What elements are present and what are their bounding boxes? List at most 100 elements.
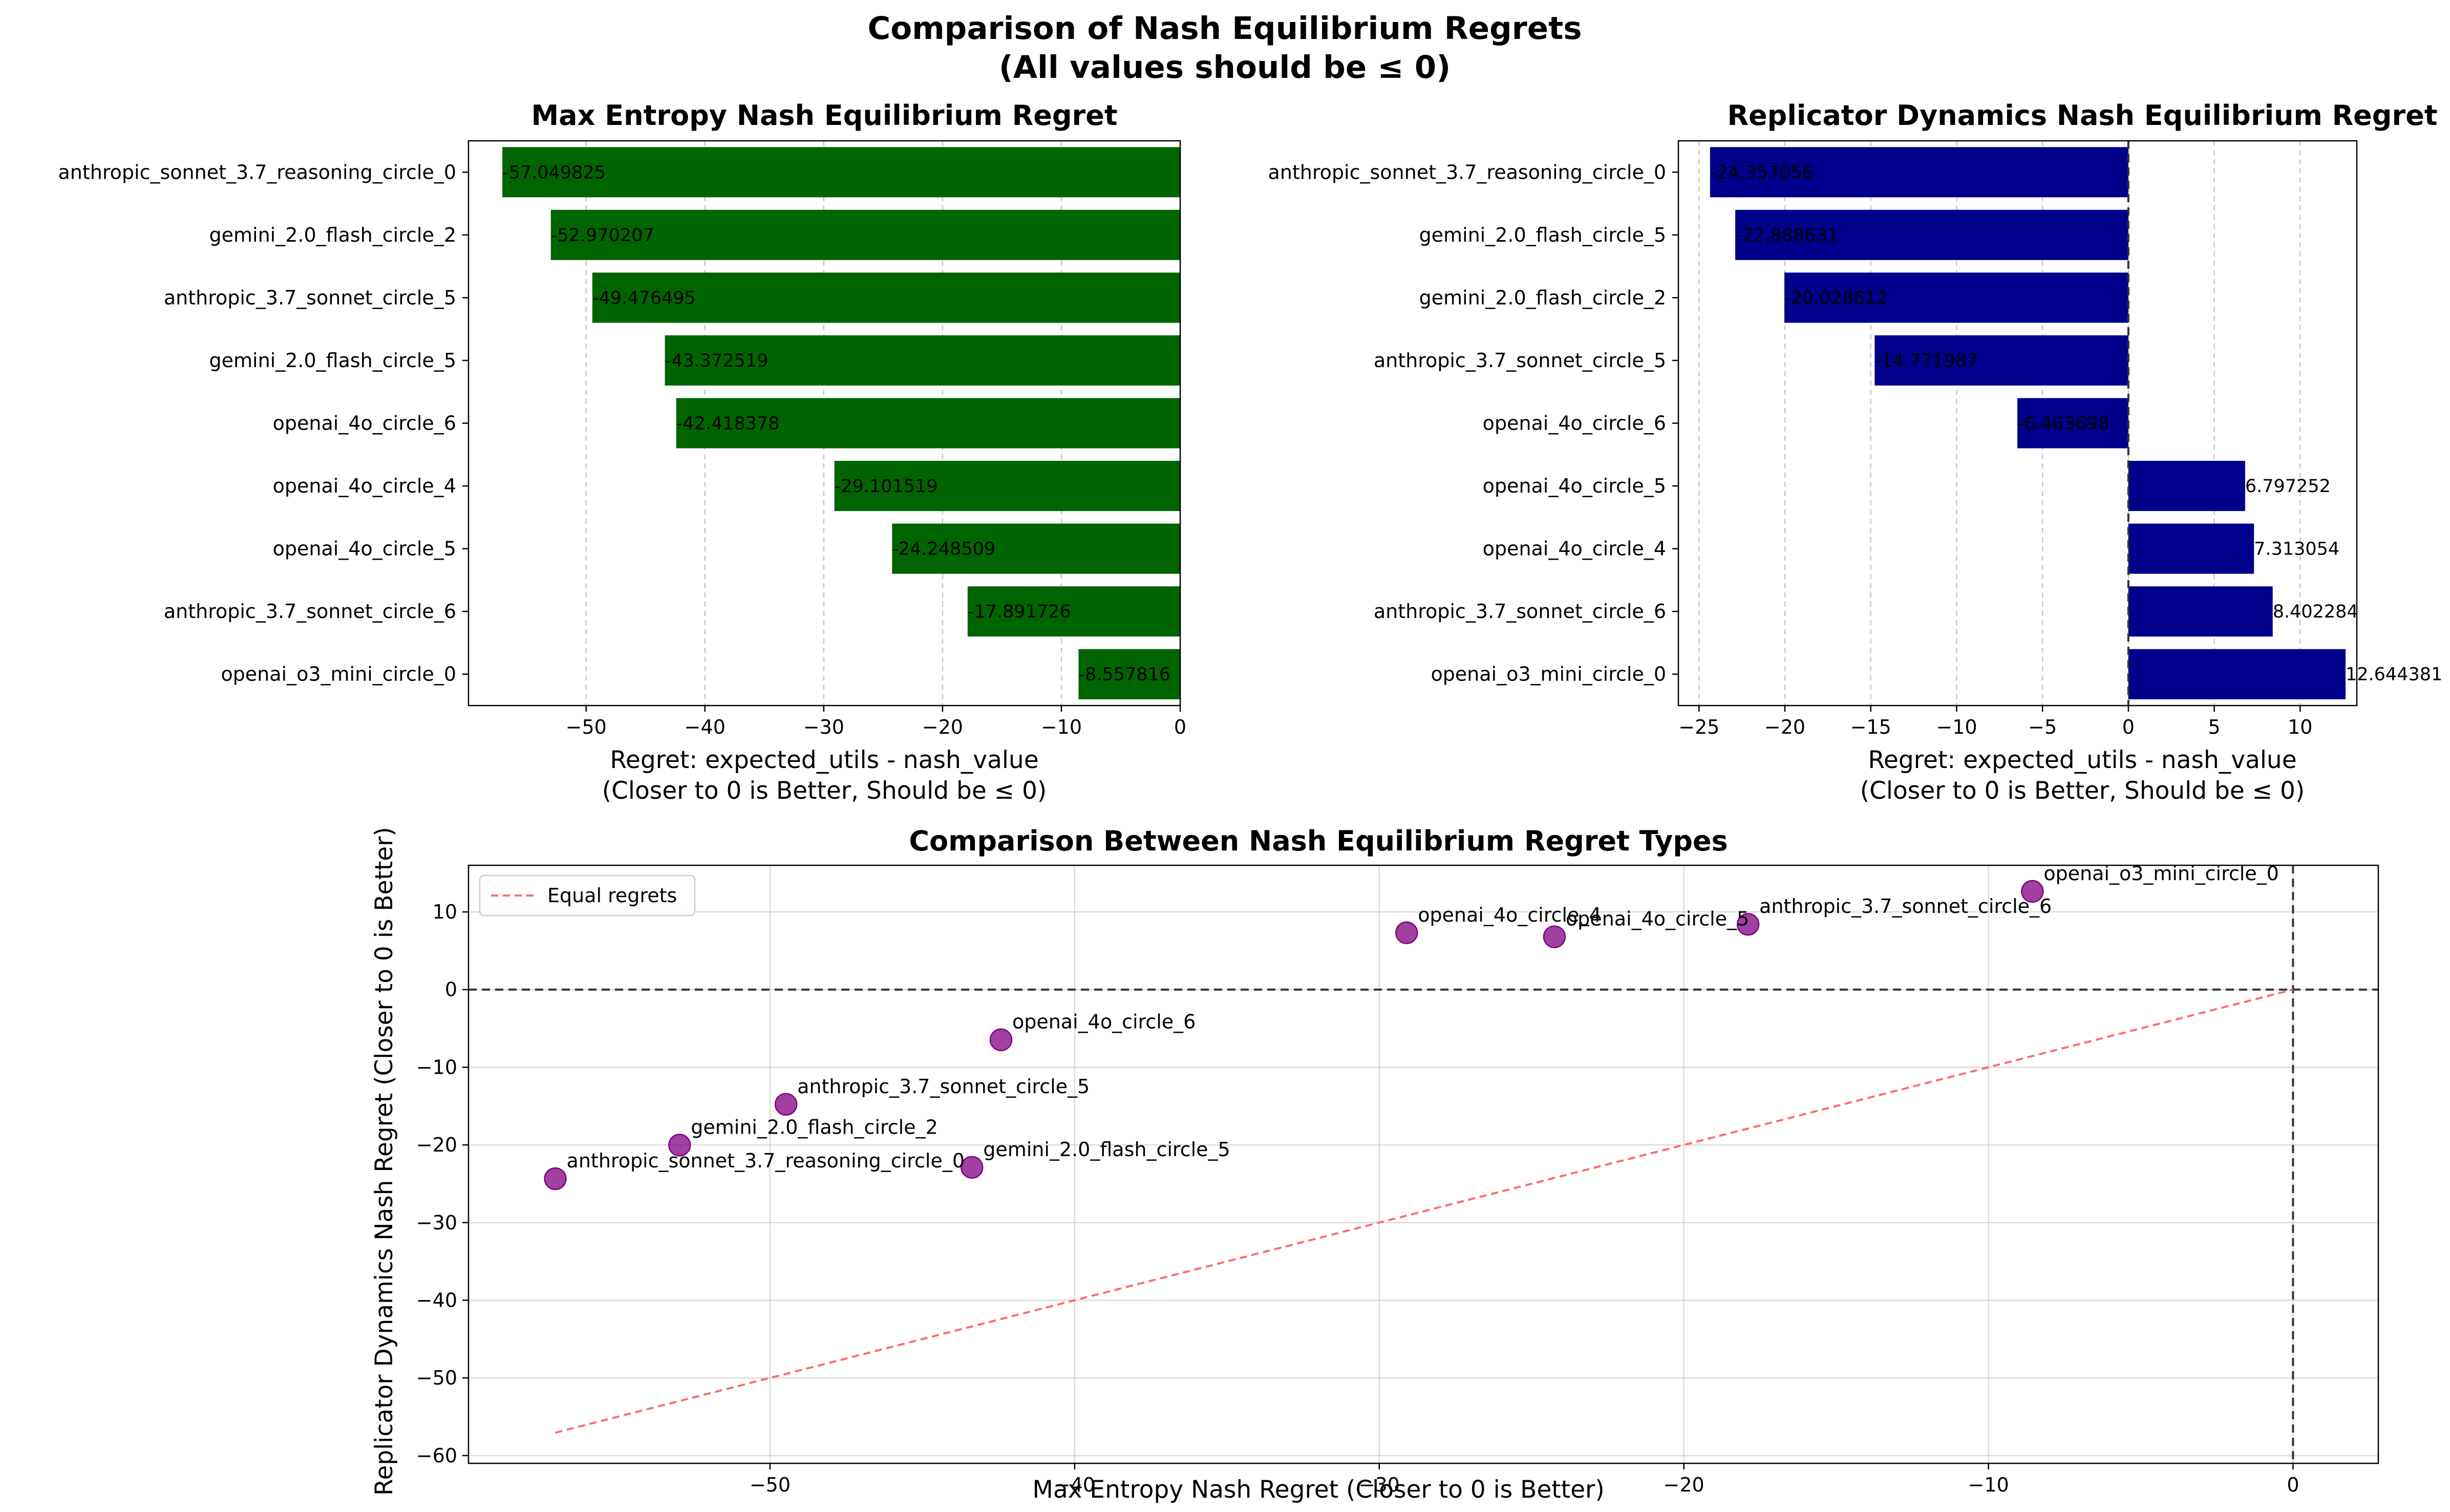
replicator-category-label: anthropic_sonnet_3.7_reasoning_circle_0	[1268, 161, 1666, 183]
replicator-title: Replicator Dynamics Nash Equilibrium Reg…	[1727, 99, 2437, 132]
max-entropy-category-label: anthropic_3.7_sonnet_circle_5	[164, 286, 456, 309]
replicator-bar	[1735, 209, 2128, 260]
scatter-point	[668, 1134, 691, 1157]
replicator-bar	[2128, 523, 2254, 574]
max-entropy-category-label: openai_4o_circle_6	[273, 412, 456, 435]
scatter-axes-frame	[467, 864, 2379, 1464]
max-entropy-bar	[592, 272, 1180, 323]
scatter-point	[1395, 921, 1418, 945]
replicator-value-label: 8.402284	[2273, 602, 2358, 622]
replicator-value-label: -14.771987	[1874, 351, 1978, 371]
regret-comparison-scatter: Comparison Between Nash Equilibrium Regr…	[370, 825, 2379, 1504]
max-entropy-value-label: -24.248509	[892, 539, 995, 560]
max-entropy-bar	[1078, 649, 1180, 699]
replicator-xtick-label: −10	[1936, 716, 1977, 738]
replicator-axes-frame	[1677, 140, 2358, 707]
max-entropy-bar	[550, 209, 1180, 260]
scatter-xtick-label: −50	[750, 1474, 791, 1496]
legend-label: Equal regrets	[547, 884, 677, 907]
scatter-ytick-label: −60	[416, 1444, 457, 1467]
replicator-xlabel-line2: (Closer to 0 is Better, Should be ≤ 0)	[1860, 777, 2305, 805]
scatter-xtick-label: 0	[2287, 1474, 2299, 1496]
scatter-ytick-label: −50	[416, 1367, 457, 1389]
max-entropy-xtick-label: −40	[685, 716, 726, 738]
scatter-point-label: openai_4o_circle_6	[1012, 1011, 1196, 1033]
max-entropy-xtick-label: 0	[1174, 716, 1186, 738]
scatter-point	[544, 1167, 567, 1190]
figure-title-line2: (All values should be ≤ 0)	[999, 49, 1451, 86]
max-entropy-bar	[967, 586, 1180, 637]
scatter-point-label: gemini_2.0_flash_circle_2	[691, 1116, 938, 1139]
replicator-category-label: gemini_2.0_flash_circle_2	[1419, 286, 1667, 309]
replicator-xtick-label: −5	[2028, 716, 2057, 738]
scatter-point-label: openai_4o_circle_4	[1418, 904, 1601, 926]
replicator-category-label: anthropic_3.7_sonnet_circle_5	[1374, 349, 1666, 372]
replicator-bar	[1784, 272, 2128, 323]
replicator-xtick-label: −15	[1850, 716, 1891, 738]
max-entropy-category-label: openai_4o_circle_5	[273, 538, 456, 560]
replicator-bar	[2128, 649, 2346, 699]
scatter-ytick-label: 10	[433, 901, 457, 923]
max-entropy-value-label: -42.418378	[676, 414, 780, 434]
replicator-xtick-label: −20	[1764, 716, 1805, 738]
max-entropy-value-label: -52.970207	[551, 225, 654, 246]
equal-regrets-line	[555, 988, 2293, 1434]
scatter-point	[960, 1156, 984, 1179]
figure-title-line1: Comparison of Nash Equilibrium Regrets	[867, 10, 1582, 47]
max-entropy-value-label: -49.476495	[592, 288, 696, 308]
max-entropy-xtick-label: −10	[1041, 716, 1082, 738]
replicator-xlabel-line1: Regret: expected_utils - nash_value	[1868, 746, 2296, 774]
max-entropy-bar	[676, 398, 1180, 449]
max-entropy-title: Max Entropy Nash Equilibrium Regret	[531, 99, 1117, 132]
scatter-point	[989, 1028, 1013, 1051]
replicator-value-label: 6.797252	[2245, 476, 2331, 497]
max-entropy-category-label: openai_4o_circle_4	[273, 475, 456, 497]
replicator-value-label: 12.644381	[2346, 665, 2442, 685]
max-entropy-bar-chart: Max Entropy Nash Equilibrium Regret Regr…	[58, 99, 1187, 805]
scatter-ytick-label: 0	[445, 978, 457, 1001]
scatter-point	[1736, 912, 1760, 936]
legend-box	[479, 875, 696, 917]
replicator-bar	[1874, 335, 2128, 386]
scatter-ytick-label: −40	[416, 1289, 457, 1311]
scatter-point	[2021, 880, 2044, 903]
replicator-category-label: anthropic_3.7_sonnet_circle_6	[1374, 600, 1666, 623]
scatter-xtick-label: −30	[1359, 1474, 1400, 1496]
replicator-xtick-label: 0	[2122, 716, 2135, 738]
scatter-xtick-label: −40	[1054, 1474, 1095, 1496]
scatter-ytick-label: −20	[416, 1134, 457, 1156]
scatter-ytick-label: −30	[416, 1211, 457, 1234]
replicator-xtick-label: −25	[1678, 716, 1719, 738]
max-entropy-category-label: gemini_2.0_flash_circle_2	[209, 224, 457, 246]
replicator-category-label: openai_4o_circle_5	[1483, 475, 1666, 497]
max-entropy-category-label: anthropic_sonnet_3.7_reasoning_circle_0	[58, 161, 456, 183]
scatter-point-label: gemini_2.0_flash_circle_5	[983, 1138, 1230, 1161]
replicator-bar-chart: Replicator Dynamics Nash Equilibrium Reg…	[1268, 99, 2443, 805]
replicator-xtick-label: 10	[2288, 716, 2312, 738]
max-entropy-category-label: gemini_2.0_flash_circle_5	[209, 349, 457, 372]
replicator-value-label: 7.313054	[2254, 539, 2339, 560]
replicator-bar	[1710, 147, 2128, 198]
max-entropy-xtick-label: −50	[566, 716, 607, 738]
replicator-xtick-label: 5	[2208, 716, 2220, 738]
replicator-bar	[2128, 461, 2245, 512]
max-entropy-value-label: -17.891726	[968, 602, 1071, 622]
replicator-category-label: gemini_2.0_flash_circle_5	[1419, 224, 1667, 246]
replicator-category-label: openai_4o_circle_6	[1483, 412, 1666, 435]
max-entropy-bar	[892, 523, 1180, 574]
max-entropy-value-label: -8.557816	[1078, 665, 1170, 685]
max-entropy-xlabel-line2: (Closer to 0 is Better, Should be ≤ 0)	[602, 777, 1047, 805]
max-entropy-bar	[665, 335, 1180, 386]
max-entropy-category-label: openai_o3_mini_circle_0	[221, 663, 456, 686]
scatter-xlabel: Max Entropy Nash Regret (Closer to 0 is …	[1032, 1476, 1604, 1504]
scatter-xtick-label: −10	[1968, 1474, 2009, 1496]
scatter-ylabel: Replicator Dynamics Nash Regret (Closer …	[370, 827, 398, 1496]
max-entropy-bar	[502, 147, 1180, 198]
scatter-point-label: openai_4o_circle_5	[1566, 908, 1749, 930]
max-entropy-xtick-label: −30	[803, 716, 844, 738]
replicator-value-label: -20.028612	[1784, 288, 1888, 308]
replicator-value-label: -6.463698	[2017, 414, 2110, 434]
scatter-point-label: anthropic_sonnet_3.7_reasoning_circle_0	[567, 1149, 965, 1172]
max-entropy-value-label: -43.372519	[665, 351, 769, 371]
scatter-ytick-label: −10	[416, 1056, 457, 1078]
